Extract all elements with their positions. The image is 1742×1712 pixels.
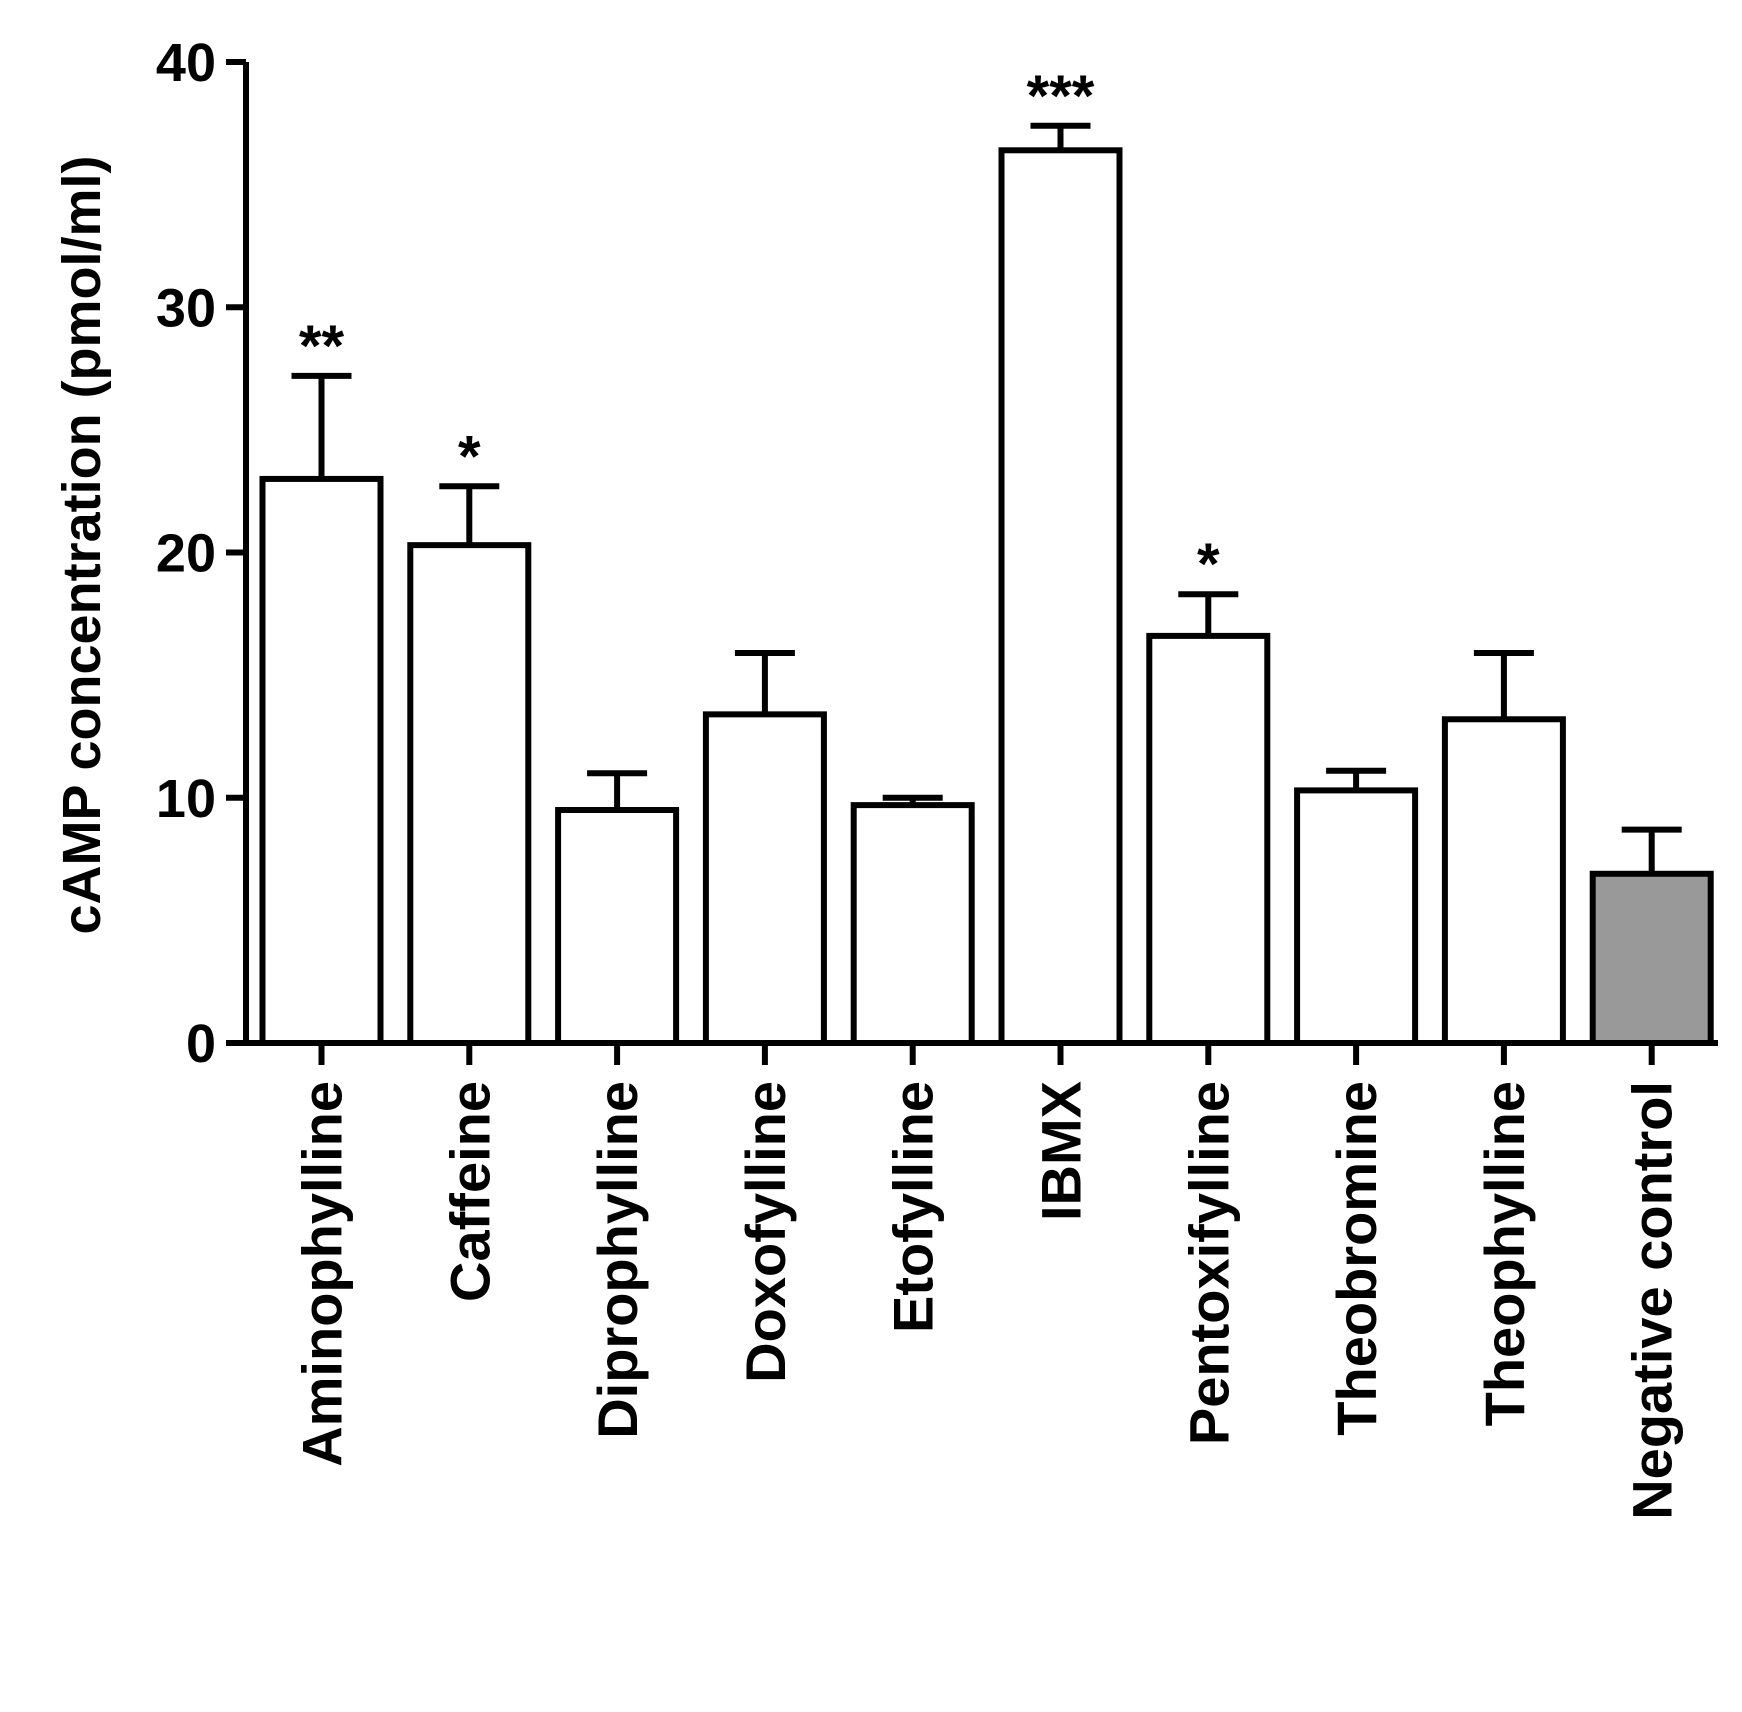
labels-group: ** Aminophylline * Caffeine Diprophylline Dox… bbox=[291, 64, 1684, 1520]
x-tick-label: Etofylline bbox=[882, 1081, 945, 1333]
x-tick-label: Pentoxifylline bbox=[1177, 1081, 1240, 1445]
y-axis-label: cAMP concentration (pmol/ml) bbox=[52, 155, 112, 934]
y-tick-label: 30 bbox=[156, 278, 216, 338]
bar bbox=[998, 147, 1123, 1047]
bar bbox=[1146, 632, 1271, 1046]
bar bbox=[1294, 787, 1419, 1047]
x-tick-label: Doxofylline bbox=[734, 1081, 797, 1383]
bar bbox=[555, 807, 680, 1047]
x-tick-label: Diprophylline bbox=[586, 1081, 649, 1439]
significance-marker: * bbox=[1197, 532, 1220, 597]
y-tick-label: 20 bbox=[156, 524, 216, 584]
bar bbox=[850, 802, 975, 1046]
x-tick-label: Theobromine bbox=[1325, 1081, 1388, 1436]
bar bbox=[1441, 716, 1566, 1047]
x-tick-label: Caffeine bbox=[438, 1081, 501, 1302]
x-tick-label: IBMX bbox=[1030, 1081, 1093, 1221]
y-tick-label: 40 bbox=[156, 33, 216, 93]
x-tick-label: Aminophylline bbox=[291, 1081, 354, 1467]
y-tick-label: 0 bbox=[186, 1014, 216, 1074]
significance-marker: ** bbox=[299, 314, 345, 379]
bar bbox=[407, 542, 532, 1047]
bars-group bbox=[259, 122, 1714, 1047]
significance-marker: *** bbox=[1027, 64, 1095, 129]
bar bbox=[1589, 870, 1714, 1047]
bar bbox=[702, 711, 827, 1046]
x-tick-label: Theophylline bbox=[1473, 1081, 1536, 1426]
bar bbox=[259, 475, 384, 1046]
significance-marker: * bbox=[458, 424, 481, 489]
y-tick-label: 10 bbox=[156, 769, 216, 829]
x-tick-label: Negative control bbox=[1621, 1081, 1684, 1520]
